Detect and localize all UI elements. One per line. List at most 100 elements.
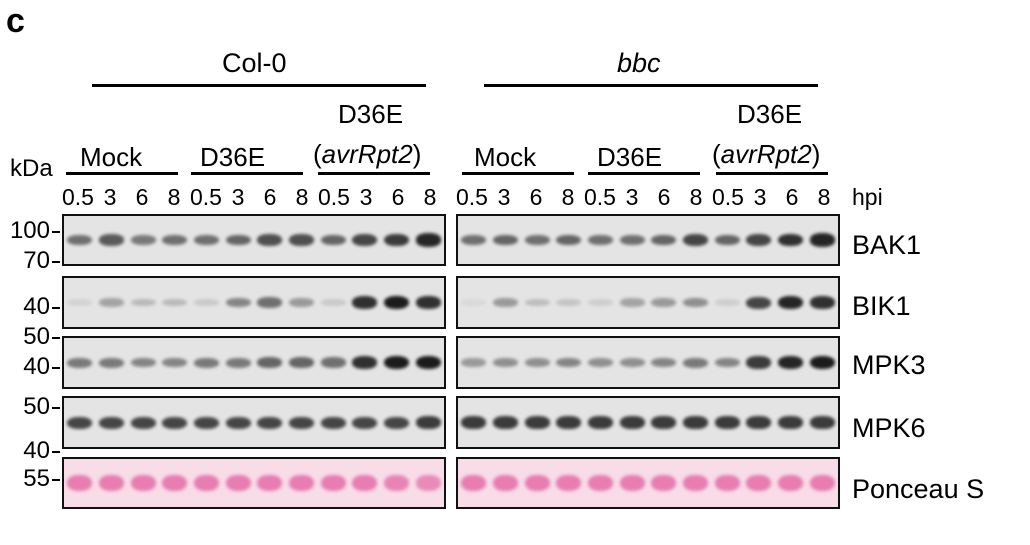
- band: [320, 299, 346, 306]
- timepoint-label: 8: [817, 184, 831, 210]
- band: [289, 357, 314, 368]
- band: [493, 475, 518, 491]
- timepoint-label: 0.5: [62, 184, 94, 210]
- mw-tick-50-mpk6: [52, 407, 60, 409]
- band: [778, 295, 803, 310]
- band: [415, 416, 441, 429]
- band: [809, 233, 835, 247]
- treatment-d36e-col0: D36E: [200, 142, 266, 172]
- band: [67, 416, 93, 429]
- band: [556, 234, 582, 246]
- band: [556, 298, 582, 307]
- band: [352, 416, 378, 429]
- row-label-mpk6: MPK6: [852, 413, 926, 443]
- band: [461, 299, 487, 306]
- mw-marker-40-bik1: 40: [23, 293, 50, 320]
- treatment-d36e-avr-col0-line1: D36E: [338, 99, 404, 129]
- band: [99, 234, 124, 246]
- band: [352, 475, 378, 491]
- band: [415, 296, 441, 309]
- band: [225, 357, 251, 368]
- band: [746, 475, 772, 491]
- mw-tick-40-mpk6: [52, 451, 60, 453]
- band: [352, 234, 378, 246]
- band: [130, 235, 156, 245]
- timepoint-label: 3: [359, 184, 373, 210]
- genotype-col0-bar: [92, 84, 426, 87]
- row-label-ponceau: Ponceau S: [852, 474, 985, 504]
- band: [130, 298, 156, 307]
- band: [320, 234, 346, 246]
- treatment-d36e-avr-bbc-bar: [716, 172, 828, 175]
- band: [524, 357, 550, 368]
- band: [714, 475, 740, 491]
- hpi-label: hpi: [852, 184, 883, 210]
- band: [194, 416, 219, 429]
- band: [67, 357, 93, 368]
- band: [384, 416, 409, 429]
- mw-marker-40-mpk3: 40: [23, 353, 50, 380]
- row-label-mpk3: MPK3: [852, 350, 926, 380]
- band: [493, 357, 518, 368]
- panel-letter: c: [6, 2, 25, 40]
- band: [289, 298, 314, 307]
- band: [619, 298, 645, 307]
- band: [683, 416, 708, 429]
- blot-panel-bik1-bbc: [456, 276, 840, 329]
- band: [320, 475, 346, 491]
- band: [99, 298, 124, 307]
- timepoint-label: 0.5: [318, 184, 350, 210]
- band: [493, 416, 518, 429]
- band: [130, 475, 156, 491]
- kda-label: kDa: [10, 155, 53, 182]
- band: [714, 357, 740, 368]
- timepoint-label: 8: [561, 184, 575, 210]
- treatment-d36e-col0-bar: [191, 172, 303, 175]
- band: [415, 233, 441, 247]
- band: [162, 234, 188, 246]
- band: [257, 416, 283, 429]
- band: [225, 475, 251, 491]
- band: [746, 356, 772, 369]
- band: [352, 296, 378, 309]
- timepoint-label: 3: [497, 184, 511, 210]
- band: [67, 234, 93, 246]
- band: [162, 416, 188, 429]
- band: [588, 475, 613, 491]
- band: [130, 416, 156, 429]
- blot-panel-bak1-col0: [62, 214, 446, 266]
- band: [257, 297, 283, 308]
- treatment-d36e-avr-col0-bar: [318, 172, 430, 175]
- band: [524, 416, 550, 429]
- timepoint-label: 0.5: [456, 184, 488, 210]
- band: [524, 475, 550, 491]
- mw-tick-40-bik1: [52, 307, 60, 309]
- timepoint-label: 0.5: [712, 184, 744, 210]
- blot-panel-bak1-bbc: [456, 214, 840, 266]
- mw-marker-50-mpk6: 50: [23, 393, 50, 420]
- band: [257, 357, 283, 368]
- treatment-d36e-bbc: D36E: [597, 142, 663, 172]
- band: [651, 357, 677, 368]
- treatment-d36e-avr-bbc-line1: D36E: [737, 99, 803, 129]
- timepoint-label: 6: [529, 184, 543, 210]
- timepoint-label: 8: [295, 184, 309, 210]
- band: [619, 234, 645, 246]
- timepoint-label: 8: [689, 184, 703, 210]
- treatment-mock-bbc-bar: [462, 172, 574, 175]
- band: [746, 234, 772, 246]
- row-label-bik1: BIK1: [852, 291, 911, 321]
- band: [384, 233, 409, 247]
- mw-marker-40-mpk6: 40: [23, 437, 50, 464]
- treatment-mock-col0: Mock: [80, 142, 143, 172]
- treatment-mock-col0-bar: [66, 172, 178, 175]
- band: [194, 299, 219, 306]
- band: [320, 357, 346, 368]
- band: [162, 475, 188, 491]
- band: [651, 475, 677, 491]
- timepoint-label: 3: [103, 184, 117, 210]
- band: [683, 234, 708, 246]
- band: [778, 475, 803, 491]
- band: [588, 416, 613, 429]
- band: [415, 475, 441, 491]
